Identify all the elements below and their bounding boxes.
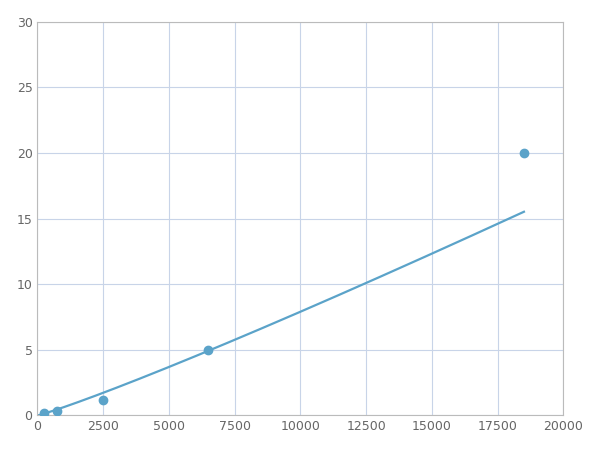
Point bbox=[519, 149, 529, 157]
Point bbox=[98, 396, 108, 403]
Point bbox=[39, 409, 49, 416]
Point bbox=[203, 346, 213, 353]
Point bbox=[52, 407, 62, 414]
